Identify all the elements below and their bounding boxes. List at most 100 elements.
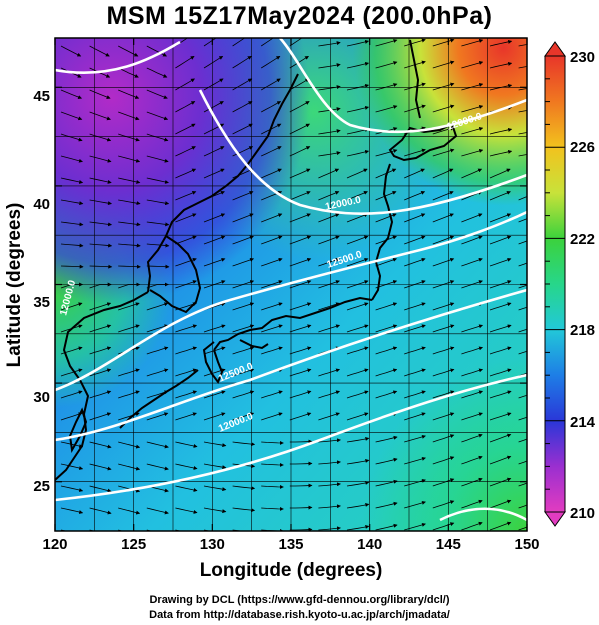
wind-arrow [289,257,312,267]
wind-arrow [432,104,455,113]
wind-arrow [232,101,253,113]
wind-arrow [289,324,312,333]
wind-arrow [518,350,527,355]
wind-arrow [461,477,483,487]
wind-arrow [232,55,252,69]
wind-arrow [432,168,454,179]
y-tick-label: 45 [33,88,50,105]
wind-arrow [346,105,370,113]
wind-arrow [518,154,527,157]
wind-arrow [489,61,513,69]
wind-arrow [461,346,484,355]
wind-arrow [489,213,512,223]
wind-arrow [203,168,225,179]
wind-arrow [89,221,113,227]
wind-arrow [318,41,341,47]
wind-arrow [289,368,312,377]
wind-arrow [318,302,340,311]
wind-arrow [60,264,84,269]
wind-arrow [203,390,226,399]
wind-arrow [146,463,169,471]
wind-arrow [518,110,527,113]
wind-arrow [489,149,513,157]
wind-arrow [289,302,312,311]
wind-arrow [118,302,140,311]
wind-arrow [289,38,303,47]
wind-arrow [404,390,426,399]
wind-arrow [346,257,369,267]
wind-arrow [203,507,227,514]
wind-arrow [118,390,140,399]
wind-arrow [346,481,370,487]
wind-arrow [175,235,197,245]
wind-arrow [232,412,255,421]
wind-arrow [375,302,398,311]
temperature-field: 12000.0 12000.0 12500.0 12500.0 12000.0 … [55,38,527,531]
wind-arrow [404,324,426,333]
wind-arrow [432,522,455,531]
wind-arrow [261,257,283,267]
wind-arrow [60,221,84,227]
wind-arrow [289,168,311,179]
wind-arrow [146,67,168,78]
wind-arrow [289,527,313,531]
wind-arrow [518,504,527,509]
wind-arrow [318,107,341,113]
wind-arrow [118,133,140,142]
wind-arrow [260,55,281,69]
wind-arrow [60,133,83,142]
wind-arrow [146,243,170,248]
wind-arrow [346,525,370,531]
wind-arrow [60,111,83,121]
wind-arrow [261,324,283,333]
wind-arrow [289,439,313,444]
axis-ticks [54,38,528,531]
wind-arrow [261,390,283,399]
wind-arrow [289,146,311,157]
wind-arrow [346,149,370,157]
wind-arrow [289,101,310,113]
wind-arrow [346,368,369,377]
wind-arrow [232,441,256,447]
wind-arrow [432,390,455,399]
wind-arrow [289,55,309,69]
wind-arrow [346,39,370,47]
wind-arrow [375,324,398,333]
wind-arrow [118,199,141,206]
wind-arrow [261,462,284,467]
wind-arrow [118,45,139,57]
wind-arrow [232,235,254,245]
wind-arrow [461,390,484,399]
wind-arrow [232,390,255,399]
credit-drawing: Drawing by DCL (https://www.gfd-dennou.o… [149,594,450,606]
wind-arrow [60,507,84,514]
wind-arrow [118,177,141,184]
wind-arrow [261,506,284,511]
wind-arrow [318,257,340,267]
wind-arrow [89,324,112,333]
wind-arrow [404,368,426,377]
wind-arrow [318,526,341,531]
wind-arrow [404,191,426,201]
wind-arrow [375,105,398,113]
wind-arrow [175,55,195,69]
wind-arrow [89,155,112,163]
wind-arrow [203,213,226,223]
wind-arrow [289,390,312,399]
wind-arrow [489,412,512,421]
wind-arrow [203,463,227,470]
wind-arrow [261,235,283,245]
wind-arrow [203,78,224,91]
wind-arrow [175,123,196,135]
x-axis-title: Longitude (degrees) [200,560,383,581]
wind-arrow [232,302,255,311]
wind-arrow [60,155,83,163]
y-axis-title: Latitude (degrees) [4,203,25,368]
wind-arrow [461,368,484,377]
wind-arrow [203,441,227,448]
wind-arrow [175,213,197,223]
wind-arrow [404,257,426,267]
wind-arrow [346,61,370,69]
wind-arrow [489,521,512,531]
